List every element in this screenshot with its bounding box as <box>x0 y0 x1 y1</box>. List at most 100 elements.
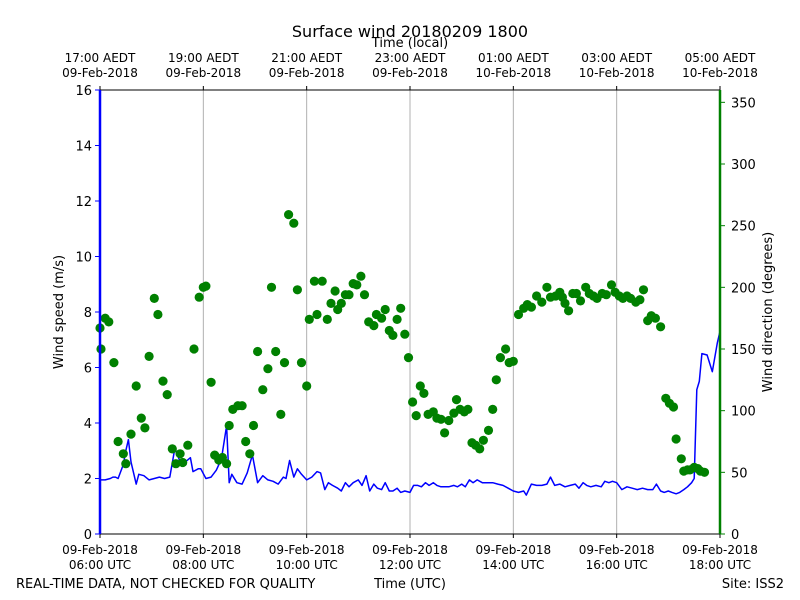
bottom-tick-date: 09-Feb-2018 <box>475 543 551 557</box>
left-tick-label: 14 <box>75 140 92 155</box>
wind-direction-point <box>144 351 154 361</box>
site-label: Site: ISS2 <box>722 577 784 592</box>
wind-direction-point <box>451 395 462 405</box>
wind-direction-point <box>411 411 421 421</box>
top-tick-time: 19:00 AEDT <box>168 51 239 65</box>
bottom-tick-time: 14:00 UTC <box>482 558 544 572</box>
wind-direction-point <box>571 288 582 299</box>
wind-direction-point <box>330 286 340 296</box>
wind-direction-point <box>542 282 552 292</box>
wind-direction-point <box>312 309 322 320</box>
wind-direction-point <box>638 285 649 295</box>
top-tick-date: 09-Feb-2018 <box>372 66 448 80</box>
bottom-tick-time: 18:00 UTC <box>689 558 751 572</box>
wind-direction-point <box>575 296 586 306</box>
bottom-tick-date: 09-Feb-2018 <box>165 543 241 557</box>
bottom-tick-time: 06:00 UTC <box>69 558 131 572</box>
right-tick-label: 150 <box>731 343 756 358</box>
wind-direction-point <box>263 364 273 374</box>
left-tick-label: 0 <box>84 528 92 543</box>
wind-direction-point <box>352 280 362 290</box>
left-tick-label: 12 <box>75 195 92 210</box>
wind-direction-point <box>532 291 542 301</box>
top-tick-time: 05:00 AEDT <box>685 51 756 65</box>
bottom-tick-date: 09-Feb-2018 <box>372 543 448 557</box>
wind-direction-point <box>140 423 150 433</box>
wind-direction-point <box>304 314 314 324</box>
wind-direction-point <box>271 346 281 357</box>
wind-direction-point <box>126 429 136 439</box>
wind-direction-point <box>606 280 617 290</box>
wind-direction-point <box>403 353 414 363</box>
wind-direction-point <box>178 457 188 468</box>
bottom-tick-date: 09-Feb-2018 <box>269 543 345 557</box>
top-tick-time: 01:00 AEDT <box>478 51 549 65</box>
wind-direction-point <box>356 271 366 281</box>
wind-direction-point <box>296 358 307 368</box>
bottom-tick-date: 09-Feb-2018 <box>579 543 655 557</box>
wind-direction-point <box>153 309 163 320</box>
wind-direction-point <box>656 322 666 332</box>
wind-speed-series <box>100 331 721 496</box>
top-tick-date: 10-Feb-2018 <box>682 66 758 80</box>
wind-direction-point <box>440 428 450 438</box>
wind-direction-point <box>171 459 181 469</box>
wind-direction-point <box>237 401 247 411</box>
wind-direction-point <box>245 449 255 459</box>
wind-direction-point <box>248 420 259 431</box>
right-tick-label: 50 <box>731 466 748 481</box>
wind-direction-point <box>392 314 402 324</box>
wind-direction-point <box>508 356 518 366</box>
wind-direction-series <box>95 210 710 477</box>
wind-direction-point <box>167 444 177 454</box>
wind-direction-point <box>537 297 547 307</box>
right-tick-label: 300 <box>731 158 756 173</box>
wind-direction-point <box>309 276 319 286</box>
wind-direction-point <box>175 449 185 459</box>
top-tick-time: 17:00 AEDT <box>65 51 136 65</box>
left-axis-label: Wind speed (m/s) <box>52 255 67 369</box>
wind-direction-point <box>513 309 524 320</box>
bottom-tick-time: 12:00 UTC <box>379 558 441 572</box>
wind-direction-point <box>436 414 446 424</box>
wind-direction-point <box>136 413 146 423</box>
wind-direction-point <box>408 397 418 407</box>
chart-title: Surface wind 20180209 1800 <box>292 22 528 41</box>
wind-direction-point <box>284 210 294 220</box>
wind-direction-point <box>289 218 299 228</box>
wind-direction-point <box>388 330 398 340</box>
top-tick-date: 09-Feb-2018 <box>269 66 345 80</box>
wind-direction-point <box>444 415 454 426</box>
top-tick-date: 10-Feb-2018 <box>475 66 551 80</box>
bottom-tick-time: 16:00 UTC <box>586 558 648 572</box>
left-tick-label: 4 <box>84 417 92 432</box>
wind-direction-point <box>419 388 429 398</box>
top-tick-time: 23:00 AEDT <box>375 51 446 65</box>
wind-direction-point <box>201 281 211 291</box>
wind-direction-point <box>189 344 199 354</box>
wind-direction-point <box>380 304 390 315</box>
wind-direction-point <box>258 385 268 395</box>
right-tick-label: 100 <box>731 405 756 420</box>
gridlines <box>202 90 618 534</box>
wind-direction-point <box>222 459 232 469</box>
wind-direction-point <box>676 454 686 464</box>
wind-direction-point <box>475 444 485 454</box>
wind-direction-point <box>121 459 131 469</box>
bottom-tick-time: 10:00 UTC <box>276 558 338 572</box>
bottom-tick-time: 08:00 UTC <box>172 558 234 572</box>
wind-direction-point <box>113 436 123 447</box>
wind-direction-point <box>302 381 312 391</box>
wind-direction-point <box>478 435 488 445</box>
wind-direction-point <box>396 303 406 313</box>
right-tick-label: 350 <box>731 96 756 111</box>
top-tick-date: 09-Feb-2018 <box>165 66 241 80</box>
left-tick-label: 2 <box>84 473 92 488</box>
wind-direction-point <box>322 314 332 324</box>
quality-disclaimer: REAL-TIME DATA, NOT CHECKED FOR QUALITY <box>16 577 315 592</box>
x-axis-label: Time (UTC) <box>373 577 446 592</box>
wind-direction-point <box>650 313 661 323</box>
wind-direction-point <box>699 467 710 477</box>
